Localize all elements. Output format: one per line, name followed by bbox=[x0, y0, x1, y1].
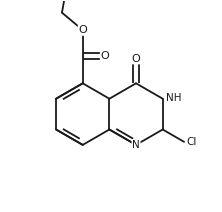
Text: Cl: Cl bbox=[186, 137, 197, 147]
Text: N: N bbox=[132, 140, 140, 150]
Text: O: O bbox=[101, 51, 109, 61]
Text: O: O bbox=[78, 25, 87, 35]
Text: NH: NH bbox=[166, 93, 181, 103]
Text: O: O bbox=[132, 54, 140, 64]
